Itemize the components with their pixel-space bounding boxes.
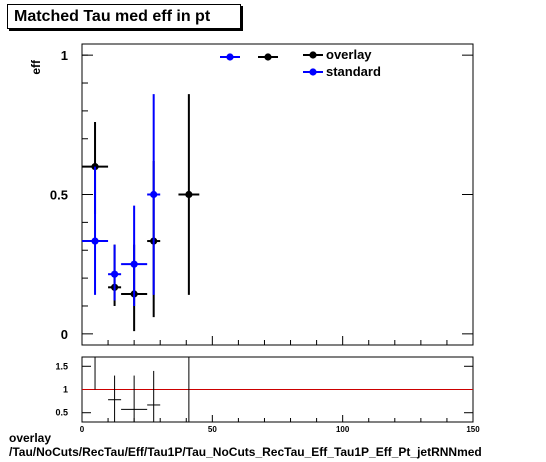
ratio-x-tick-label: 100 — [336, 425, 350, 434]
chart-title: Matched Tau med eff in pt — [14, 8, 211, 25]
ratio-x-tick-label: 50 — [208, 425, 217, 434]
legend-standard-marker — [226, 53, 234, 61]
legend-standard-marker-b — [309, 68, 317, 76]
legend-standard-label: standard — [326, 64, 381, 79]
standard-point-marker — [110, 270, 119, 278]
ratio-x-tick-label: 150 — [466, 425, 480, 434]
legend: overlay standard — [220, 47, 381, 79]
ratio-y-tick-label: 0.5 — [55, 408, 68, 418]
y-tick-label: 1 — [61, 48, 68, 63]
ratio-y-tick-label: 1 — [63, 385, 68, 395]
y-tick-label: 0 — [61, 327, 68, 342]
standard-point-marker — [150, 190, 158, 199]
overlay-point-marker — [185, 190, 193, 199]
legend-overlay-marker — [309, 51, 317, 59]
ratio-x-tick-label: 0 — [80, 425, 85, 434]
ratio-y-tick-label: 1.5 — [55, 361, 68, 371]
legend-overlay-marker-a — [264, 53, 272, 61]
main-axes: 0 0.5 1 eff — [29, 48, 474, 345]
ratio-data-marks — [82, 357, 473, 422]
y-tick-label: 0.5 — [50, 188, 68, 203]
main-data-marks — [82, 94, 200, 332]
legend-overlay-label: overlay — [326, 47, 372, 62]
y-axis-label: eff — [29, 59, 43, 75]
footer-label-1: overlay — [9, 431, 52, 445]
chart-title-box: Matched Tau med eff in pt — [7, 4, 241, 29]
footer-path: /Tau/NoCuts/RecTau/Eff/Tau1P/Tau_NoCuts_… — [9, 445, 482, 459]
ratio-axes: 0.5 1 1.5 0 50 100 150 — [55, 361, 480, 434]
main-plot-frame — [81, 43, 474, 346]
standard-point-marker — [130, 260, 138, 268]
ratio-clipped-group — [82, 357, 473, 422]
main-plot-border — [81, 43, 474, 346]
standard-point-marker — [91, 237, 99, 245]
overlay-point-marker — [91, 163, 99, 171]
